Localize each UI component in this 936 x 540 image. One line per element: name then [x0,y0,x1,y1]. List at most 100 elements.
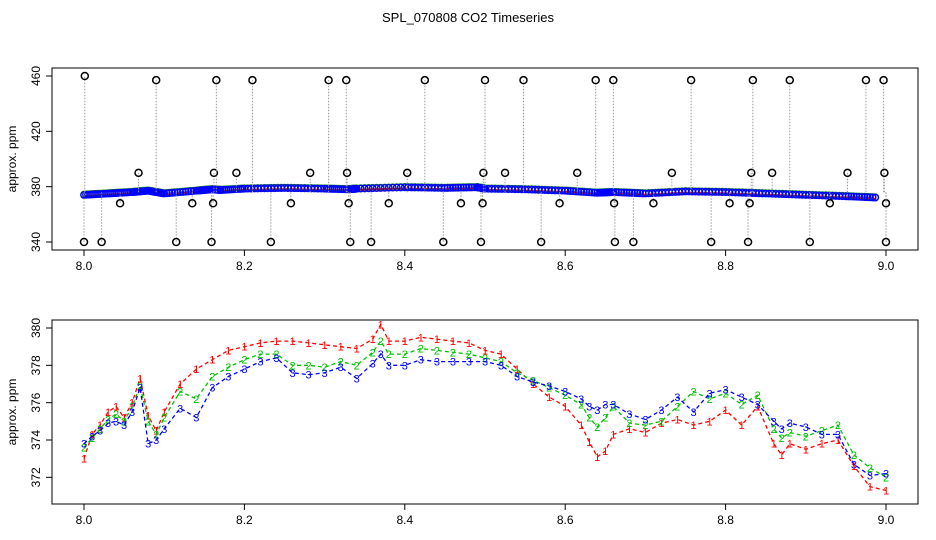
series-point: 3 [674,392,680,404]
series-point: 2 [546,383,552,395]
series-point: 3 [386,360,392,372]
series-point: 2 [129,401,135,413]
series-point: 3 [370,358,376,370]
spike-point [743,237,753,247]
series-point: 3 [586,401,592,413]
spike-point [212,75,221,85]
series-point: 3 [289,368,295,380]
series-point: 1 [586,437,592,449]
y-tick-label: 372 [29,467,43,487]
spike-point [785,75,795,85]
spike-point [80,71,90,81]
x-tick-label: 8.8 [717,259,734,273]
series-point: 2 [706,394,712,406]
series-point: 3 [137,383,143,395]
series-point: 2 [755,390,761,402]
x-tick-label: 8.8 [717,513,734,527]
baseline-blue-marker [364,184,373,193]
spike-point [609,75,618,85]
series-point: 2 [209,372,215,384]
spike-point [208,199,218,208]
spike-point [480,75,490,85]
spike-point [591,75,600,85]
series-point: 2 [787,428,793,440]
y-tick-label: 380 [29,318,43,338]
series-point: 1 [803,444,809,456]
spike-point [286,199,296,208]
baseline-blue-marker [368,184,377,193]
series-point: 1 [578,420,584,432]
series-point: 1 [137,373,143,385]
series-point: 1 [129,398,135,410]
spike-point [342,168,352,178]
spike-point [209,168,219,178]
baseline-blue-marker [181,187,190,196]
spike-point [629,237,638,247]
baseline-blue-marker [847,192,856,201]
series-point: 1 [177,379,183,391]
series-point: 1 [626,424,632,436]
series-point: 3 [514,372,520,384]
series-point: 3 [450,357,456,369]
spike-point [861,75,871,85]
series-point: 2 [418,344,424,356]
baseline-blue-marker [625,189,634,197]
spike-point [748,75,758,85]
series-point: 1 [273,336,279,348]
series-point: 2 [378,336,384,348]
series-point: 3 [530,377,536,389]
series-point: 2 [105,414,111,426]
series-point: 2 [578,400,584,412]
series-point: 1 [787,439,793,451]
series-point: 3 [177,403,183,415]
series-point: 2 [386,349,392,361]
baseline-blue-marker [163,189,171,198]
series-point: 1 [851,461,857,473]
spike-point [305,168,315,178]
series-point: 3 [771,416,777,428]
baseline-blue-marker [612,188,620,197]
baseline-blue-marker [617,188,626,197]
series-point: 3 [883,469,889,481]
spike-point [97,237,106,247]
series-point: 3 [241,364,247,376]
series-point: 3 [602,400,608,412]
baseline-blue-marker [628,189,636,197]
spike-point [439,237,448,247]
series-point: 2 [153,429,159,441]
baseline-blue-marker [863,193,872,202]
series-point: 3 [787,418,793,430]
y-axis-title: approx. ppm [5,379,19,446]
series-point: 1 [642,428,648,440]
series-point: 3 [546,381,552,393]
baseline-blue-marker [636,189,644,198]
series-point: 2 [626,418,632,430]
y-tick-label: 376 [29,392,43,412]
y-tick-label: 340 [29,232,43,252]
x-tick-label: 8.2 [236,259,253,273]
series-point: 1 [418,332,424,344]
plot-frame [51,67,919,251]
series-point: 1 [209,355,215,367]
baseline-blue-marker [388,183,397,192]
x-tick-label: 8.2 [236,513,253,527]
series-point: 1 [466,338,472,350]
series-point: 1 [241,342,247,354]
spike-point [188,199,197,208]
series-point: 2 [674,401,680,413]
baseline-blue-marker [858,193,866,201]
series-point: 1 [378,319,384,331]
series-point: 2 [594,422,600,434]
baseline-blue-marker [620,188,628,197]
series-point: 1 [257,338,263,350]
series-point: 2 [193,394,199,406]
baseline-blue-marker [462,183,471,192]
baseline-blue-marker [443,184,452,192]
series-point: 1 [225,345,231,357]
spike-point [420,75,430,85]
y-tick-label: 374 [29,430,43,450]
series-point: 1 [434,334,440,346]
series-point: 3 [578,394,584,406]
series-point: 2 [723,388,729,400]
series-point: 3 [723,385,729,397]
